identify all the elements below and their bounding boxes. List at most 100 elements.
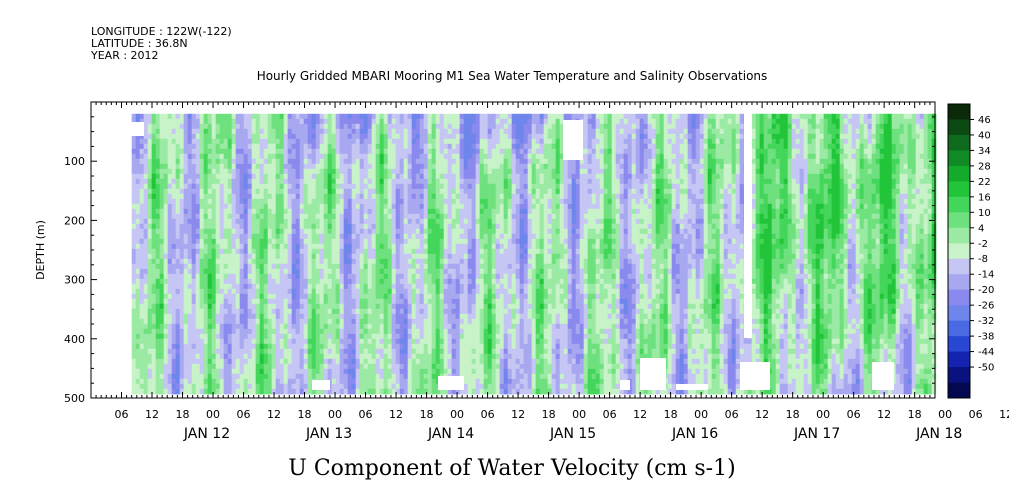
heatmap-cell (447, 363, 453, 370)
heatmap-cell (371, 123, 377, 130)
heatmap-cell (195, 388, 201, 395)
heatmap-cell (255, 203, 261, 210)
heatmap-cell (147, 368, 153, 375)
heatmap-cell (439, 223, 445, 230)
heatmap-cell (443, 148, 449, 155)
heatmap-cell (203, 283, 209, 290)
heatmap-cell (199, 313, 205, 320)
heatmap-cell (479, 283, 485, 290)
heatmap-cell (427, 388, 433, 395)
heatmap-cell (295, 363, 301, 370)
heatmap-cell (335, 348, 341, 355)
heatmap-cell (415, 248, 421, 255)
heatmap-cell (239, 378, 245, 385)
heatmap-cell (431, 148, 437, 155)
heatmap-cell (375, 193, 381, 200)
heatmap-cell (219, 168, 225, 175)
heatmap-cell (211, 173, 217, 180)
heatmap-cell (343, 373, 349, 380)
heatmap-cell (207, 118, 213, 125)
heatmap-cell (183, 348, 189, 355)
heatmap-cell (139, 233, 145, 240)
heatmap-cell (259, 318, 265, 325)
heatmap-cell (227, 268, 233, 275)
heatmap-cell (263, 143, 269, 150)
heatmap-cell (463, 203, 469, 210)
heatmap-cell (179, 148, 185, 155)
heatmap-cell (175, 213, 181, 220)
heatmap-cell (359, 158, 365, 165)
heatmap-cell (419, 203, 425, 210)
heatmap-cell (211, 333, 217, 340)
heatmap-cell (155, 323, 161, 330)
heatmap-cell (483, 218, 489, 225)
heatmap-cell (339, 178, 345, 185)
heatmap-cell (459, 238, 465, 245)
heatmap-cell (391, 378, 397, 385)
heatmap-cell (475, 123, 481, 130)
heatmap-cell (259, 333, 265, 340)
heatmap-cell (179, 203, 185, 210)
heatmap-cell (339, 123, 345, 130)
heatmap-cell (203, 203, 209, 210)
heatmap-cell (295, 143, 301, 150)
heatmap-cell (263, 328, 269, 335)
heatmap-cell (243, 238, 249, 245)
heatmap-cell (435, 308, 441, 315)
heatmap-cell (199, 263, 205, 270)
heatmap-cell (235, 213, 241, 220)
heatmap-cell (239, 143, 245, 150)
heatmap-cell (167, 153, 173, 160)
heatmap-cell (287, 388, 293, 395)
heatmap-cell (187, 188, 193, 195)
heatmap-cell (407, 118, 413, 125)
heatmap-cell (159, 323, 165, 330)
heatmap-cell (459, 388, 465, 395)
heatmap-cell (235, 143, 241, 150)
heatmap-cell (159, 293, 165, 300)
heatmap-cell (327, 338, 333, 345)
heatmap-cell (259, 308, 265, 315)
heatmap-cell (291, 308, 297, 315)
heatmap-cell (407, 218, 413, 225)
heatmap-cell (347, 273, 353, 280)
heatmap-cell (323, 363, 329, 370)
heatmap-cell (403, 133, 409, 140)
heatmap-cell (443, 248, 449, 255)
heatmap-cell (155, 328, 161, 335)
heatmap-cell (151, 243, 157, 250)
heatmap-cell (151, 188, 157, 195)
heatmap-cell (299, 208, 305, 215)
heatmap-cell (475, 298, 481, 305)
heatmap-cell (295, 323, 301, 330)
heatmap-cell (343, 253, 349, 260)
heatmap-cell (167, 373, 173, 380)
heatmap-cell (167, 313, 173, 320)
heatmap-cell (303, 358, 309, 365)
heatmap-cell (439, 348, 445, 355)
heatmap-cell (399, 338, 405, 345)
heatmap-cell (351, 218, 357, 225)
heatmap-cell (403, 228, 409, 235)
heatmap-cell (327, 168, 333, 175)
heatmap-cell (287, 348, 293, 355)
heatmap-cell (451, 358, 457, 365)
heatmap-cell (479, 383, 485, 390)
heatmap-cell (439, 303, 445, 310)
heatmap-cell (379, 298, 385, 305)
heatmap-cell (467, 143, 473, 150)
heatmap-cell (299, 313, 305, 320)
heatmap-cell (215, 243, 221, 250)
heatmap-cell (431, 313, 437, 320)
heatmap-cell (239, 208, 245, 215)
heatmap-cell (299, 308, 305, 315)
heatmap-cell (391, 128, 397, 135)
heatmap-cell (423, 318, 429, 325)
heatmap-cell (211, 323, 217, 330)
heatmap-cell (175, 138, 181, 145)
heatmap-cell (227, 138, 233, 145)
heatmap-cell (195, 193, 201, 200)
heatmap-cell (171, 133, 177, 140)
heatmap-cell (263, 323, 269, 330)
heatmap-cell (251, 158, 257, 165)
